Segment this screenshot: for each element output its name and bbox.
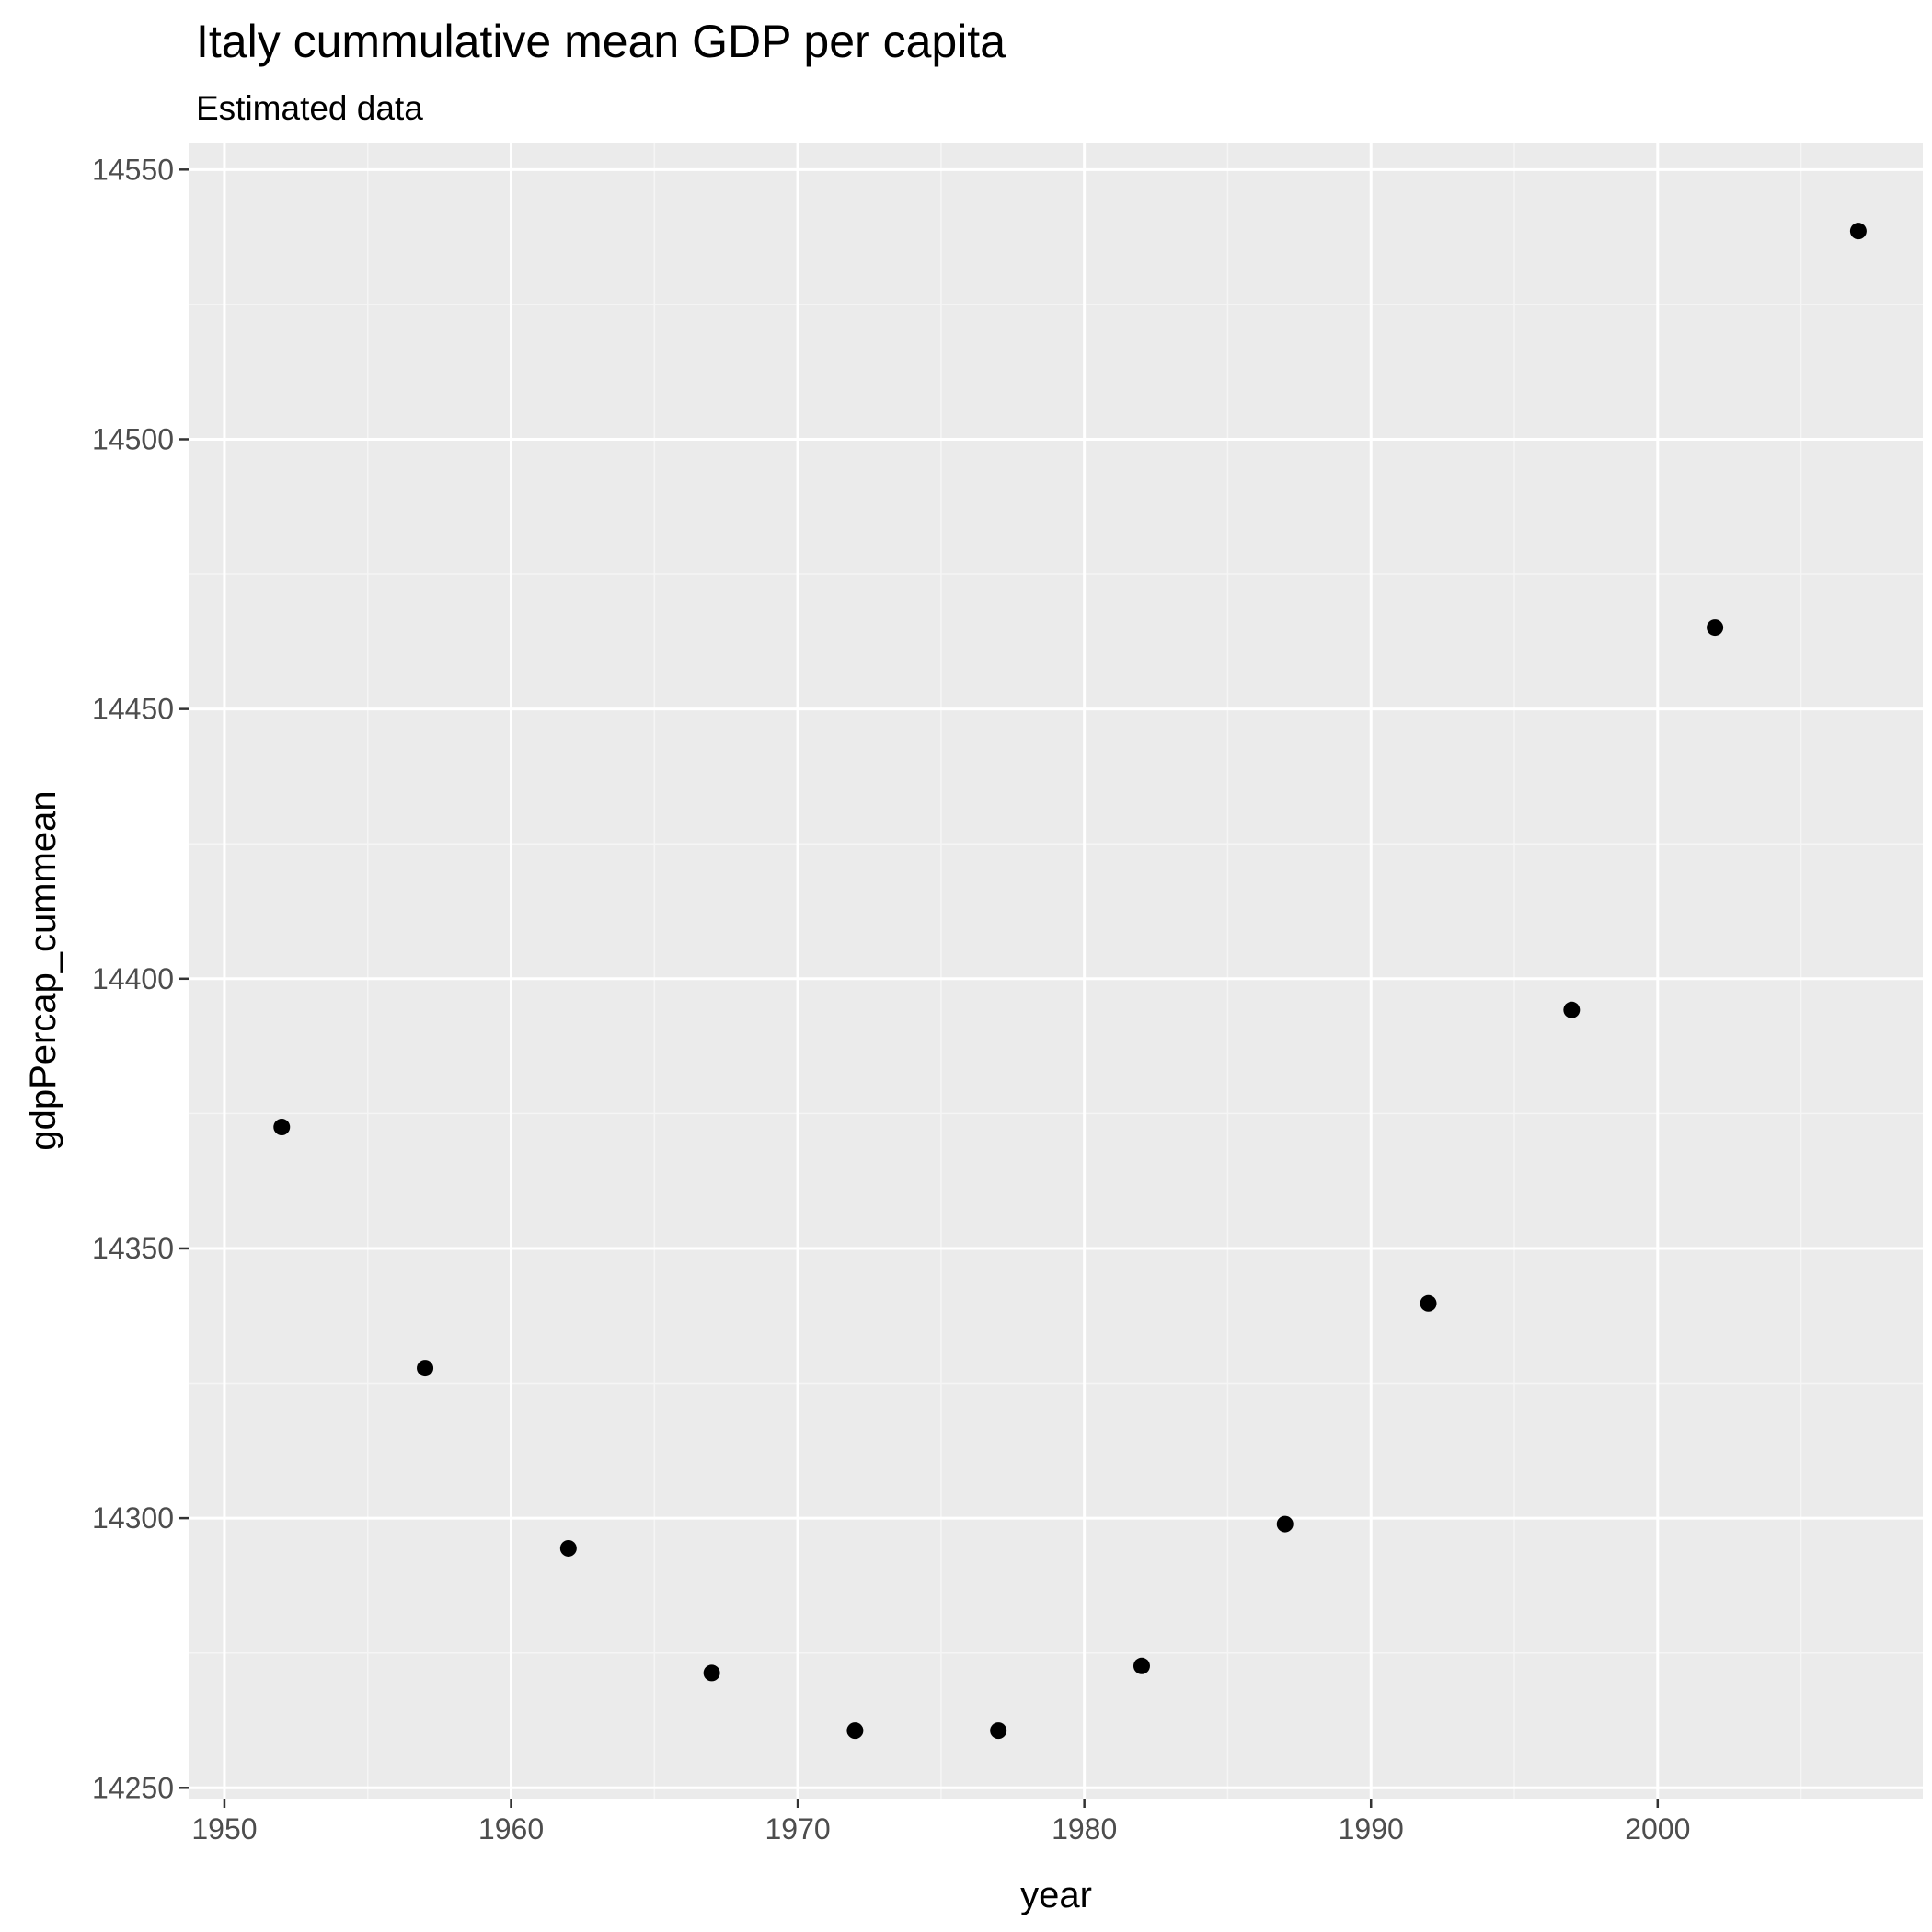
y-tick-label: 14250 [92, 1771, 174, 1804]
data-point [1707, 619, 1724, 637]
chart-title: Italy cummulative mean GDP per capita [196, 16, 1006, 67]
x-tick-label: 1960 [478, 1812, 544, 1846]
x-tick-label: 1990 [1339, 1812, 1404, 1846]
data-point [417, 1360, 434, 1377]
data-points [273, 223, 1867, 1740]
x-axis-title: year [1020, 1875, 1092, 1915]
x-tick-label: 1970 [765, 1812, 830, 1846]
data-point [1420, 1294, 1437, 1312]
y-tick-label: 14550 [92, 153, 174, 186]
y-tick-label: 14300 [92, 1501, 174, 1535]
data-point [1276, 1515, 1294, 1533]
y-axis-title: gdpPercap_cummean [23, 790, 63, 1150]
data-point [703, 1664, 720, 1682]
x-tick-label: 2000 [1625, 1812, 1690, 1846]
data-point [1133, 1657, 1150, 1674]
data-point [990, 1722, 1007, 1740]
data-point [559, 1539, 577, 1557]
x-tick-label: 1980 [1052, 1812, 1117, 1846]
y-tick-label: 14400 [92, 962, 174, 995]
y-tick-label: 14500 [92, 422, 174, 455]
data-point [846, 1722, 864, 1740]
data-point [1563, 1001, 1581, 1018]
y-tick-label: 14350 [92, 1232, 174, 1265]
axis-ticks: 1950 1960 1970 1980 1990 2000 14250 14300 14350 1… [92, 153, 1690, 1846]
chart-subtitle: Estimated data [196, 89, 423, 127]
data-point [273, 1119, 291, 1136]
y-tick-label: 14450 [92, 693, 174, 726]
plot-panel [189, 143, 1923, 1799]
x-tick-label: 1950 [191, 1812, 257, 1846]
grid-layer [189, 143, 1923, 1799]
data-point [1849, 223, 1867, 240]
